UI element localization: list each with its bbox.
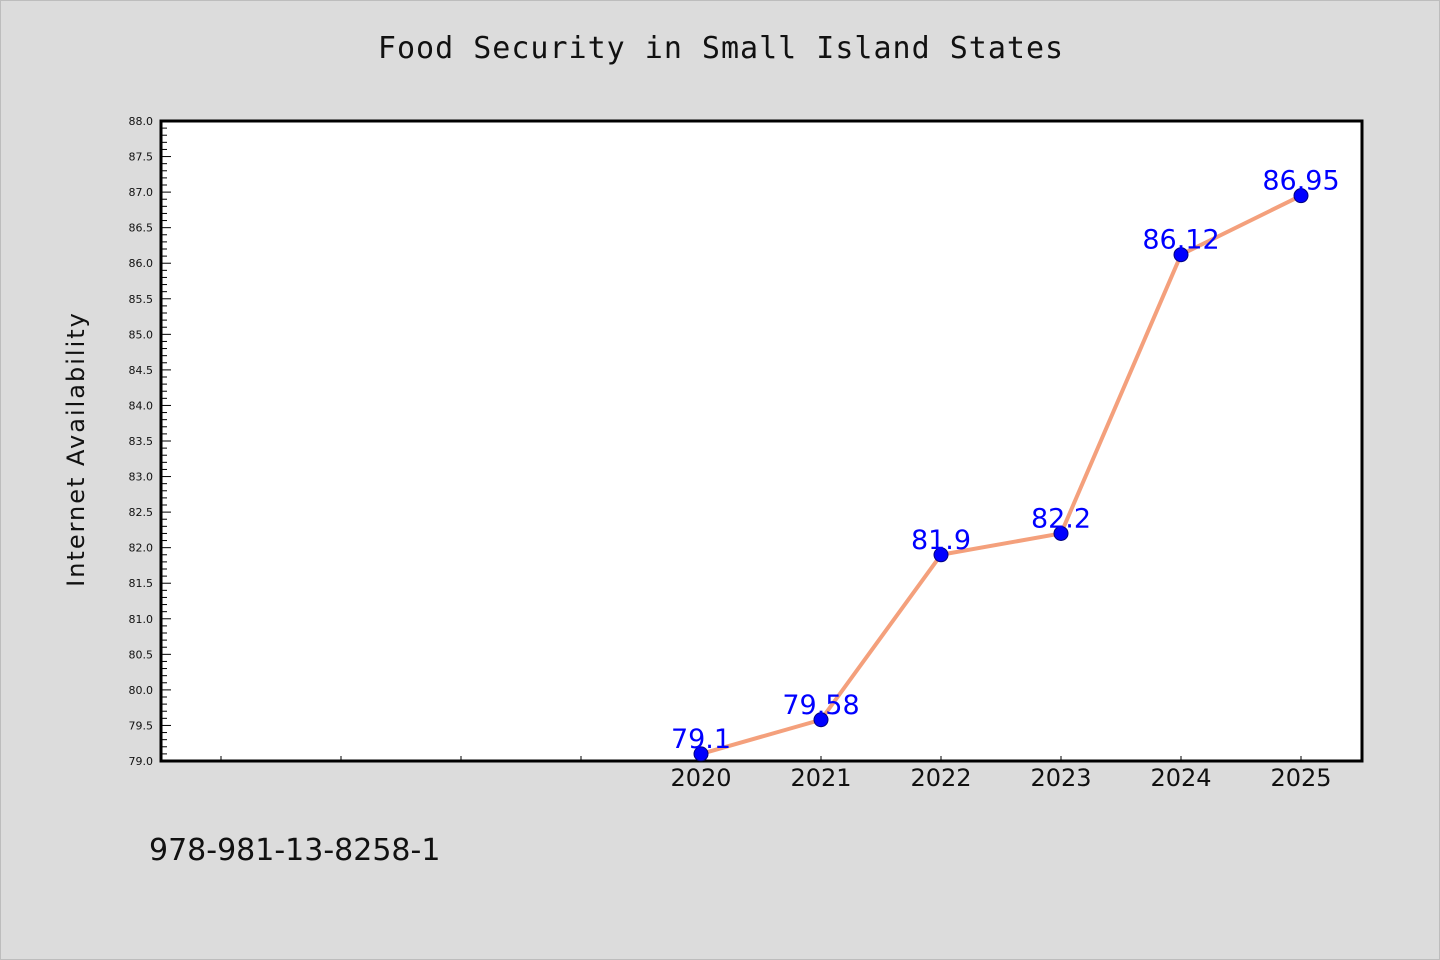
y-tick-label: 88.0	[129, 115, 154, 128]
x-tick-label: 2023	[1030, 764, 1091, 792]
y-tick-label: 84.5	[129, 364, 154, 377]
y-tick-label: 86.5	[129, 222, 154, 235]
plot-area	[159, 119, 1364, 763]
y-tick-label: 85.0	[129, 328, 154, 341]
y-tick-label: 82.0	[129, 542, 154, 555]
y-tick-label: 87.5	[129, 151, 154, 164]
y-tick-label: 83.0	[129, 471, 154, 484]
data-point	[1053, 525, 1069, 541]
data-label: 86.95	[1262, 166, 1339, 197]
data-labels: 79.1 79.58 81.9 82.2 86.12 86.95	[671, 166, 1340, 755]
y-tick-label: 81.0	[129, 613, 154, 626]
chart-title: Food Security in Small Island States	[377, 31, 1065, 66]
data-label: 79.58	[782, 690, 859, 721]
y-tick-label: 82.5	[129, 506, 154, 519]
y-tick-label: 83.5	[129, 435, 154, 448]
data-label: 82.2	[1031, 503, 1091, 534]
y-tick-label: 85.5	[129, 293, 154, 306]
data-point	[1293, 188, 1309, 204]
x-tick-label: 2021	[790, 764, 851, 792]
data-series	[693, 188, 1309, 762]
data-point	[933, 547, 949, 563]
data-point	[693, 746, 709, 762]
x-tick-label: 2024	[1150, 764, 1211, 792]
x-tick-label: 2020	[670, 764, 731, 792]
data-label: 86.12	[1142, 225, 1219, 256]
series-line	[699, 193, 1303, 756]
x-axis: 2020 2021 2022 2023 2024 2025	[220, 756, 1332, 792]
data-point	[813, 712, 829, 728]
y-tick-label: 81.5	[129, 577, 154, 590]
x-tick-label: 2025	[1270, 764, 1331, 792]
y-tick-label: 86.0	[129, 257, 154, 270]
data-label: 79.1	[671, 724, 731, 755]
y-tick-label: 79.5	[129, 719, 154, 732]
data-point	[1173, 247, 1189, 263]
y-tick-label: 80.5	[129, 648, 154, 661]
data-label: 81.9	[911, 525, 971, 556]
x-tick-label: 2022	[910, 764, 971, 792]
y-tick-label: 80.0	[129, 684, 154, 697]
y-tick-label: 84.0	[129, 399, 154, 412]
y-tick-label: 87.0	[129, 186, 154, 199]
y-tick-label: 79.0	[129, 755, 154, 768]
isbn-text: 978-981-13-8258-1	[149, 833, 441, 868]
y-axis: 79.0 79.5 80.0 80.5 81.0 81.5 82.0 82.5 83.0 83.5…	[129, 115, 171, 768]
